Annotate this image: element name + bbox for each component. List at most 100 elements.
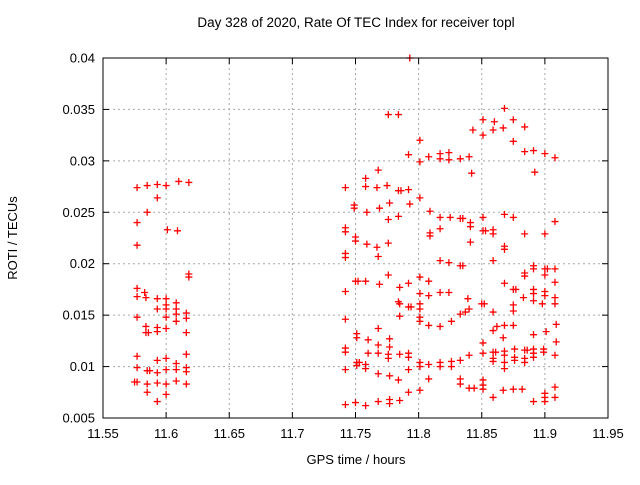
data-point	[153, 356, 161, 364]
data-point	[489, 308, 497, 316]
data-point	[459, 262, 467, 270]
tick-labels: 11.55 11.6 11.65 11.7 11.75 11.8 11.85 11.9 11.9…	[62, 51, 623, 442]
data-point	[143, 208, 151, 216]
data-point	[500, 365, 508, 373]
data-point	[530, 398, 538, 406]
data-point	[386, 372, 394, 380]
data-point	[163, 226, 171, 234]
data-point	[374, 325, 382, 333]
data-point	[153, 305, 161, 313]
data-point	[172, 310, 180, 318]
data-point	[479, 339, 487, 347]
data-point	[386, 199, 394, 207]
data-point	[552, 338, 560, 346]
data-point	[153, 369, 161, 377]
data-point	[341, 228, 349, 236]
data-point	[133, 293, 141, 301]
data-point	[425, 375, 433, 383]
data-point	[364, 349, 372, 357]
data-point	[489, 357, 497, 365]
data-point	[405, 366, 413, 374]
data-point	[436, 155, 444, 163]
data-point	[445, 149, 453, 157]
data-point	[396, 283, 404, 291]
data-point	[479, 116, 487, 124]
data-point	[173, 227, 181, 235]
data-point	[551, 351, 559, 359]
x-tick-label: 11.6	[154, 426, 178, 441]
data-point	[500, 279, 508, 287]
data-point	[162, 325, 170, 333]
data-point	[373, 243, 381, 251]
data-point	[416, 363, 424, 371]
data-point	[172, 299, 180, 307]
y-tick-label: 0.04	[70, 51, 95, 66]
data-point	[465, 153, 473, 161]
data-point	[489, 393, 497, 401]
data-point	[341, 366, 349, 374]
data-point	[521, 123, 529, 131]
data-point	[175, 177, 183, 185]
data-point	[352, 237, 359, 245]
data-point	[182, 329, 190, 337]
data-point	[469, 126, 477, 134]
data-point	[162, 366, 170, 374]
data-point	[530, 297, 538, 305]
data-point	[530, 290, 538, 298]
data-point	[386, 343, 394, 351]
data-point	[144, 329, 152, 337]
data-point	[143, 380, 151, 388]
x-tick-label: 11.55	[87, 426, 119, 441]
data-point	[551, 154, 559, 162]
data-point	[447, 317, 455, 325]
data-point	[386, 400, 394, 408]
data-point	[511, 356, 519, 364]
data-point	[511, 345, 519, 353]
data-point	[373, 184, 381, 192]
data-point	[425, 361, 433, 369]
data-point	[500, 351, 508, 359]
data-point	[551, 300, 559, 308]
data-point	[182, 350, 190, 358]
data-point	[470, 384, 478, 392]
data-point	[416, 158, 424, 166]
data-point	[162, 390, 170, 398]
data-point	[551, 393, 559, 401]
data-point	[416, 386, 424, 394]
x-tick-label: 11.95	[592, 426, 624, 441]
data-point	[153, 194, 161, 202]
data-point	[397, 187, 405, 195]
data-point	[407, 303, 415, 311]
data-point	[185, 178, 193, 186]
data-point	[153, 181, 161, 189]
data-point	[384, 239, 392, 247]
data-point	[172, 317, 180, 325]
data-point	[518, 385, 526, 393]
data-point	[375, 204, 383, 212]
data-point	[500, 321, 508, 329]
grid-lines	[103, 58, 608, 418]
data-point	[521, 358, 529, 366]
data-point	[142, 294, 150, 302]
data-point	[133, 364, 141, 372]
data-point	[500, 210, 508, 218]
data-point	[530, 331, 538, 339]
x-tick-label: 11.65	[213, 426, 245, 441]
data-point	[350, 204, 358, 212]
data-point	[362, 277, 370, 285]
y-tick-label: 0.025	[62, 205, 95, 220]
data-point	[133, 184, 141, 192]
data-point	[500, 104, 508, 112]
data-points	[131, 54, 560, 410]
data-point	[531, 168, 539, 176]
data-point	[426, 232, 434, 240]
data-point	[341, 184, 349, 192]
data-point	[493, 322, 501, 330]
data-point	[172, 377, 180, 385]
data-point	[542, 328, 550, 336]
data-point	[133, 284, 141, 292]
data-point	[375, 280, 383, 288]
data-point	[425, 321, 433, 329]
data-point	[406, 200, 414, 208]
